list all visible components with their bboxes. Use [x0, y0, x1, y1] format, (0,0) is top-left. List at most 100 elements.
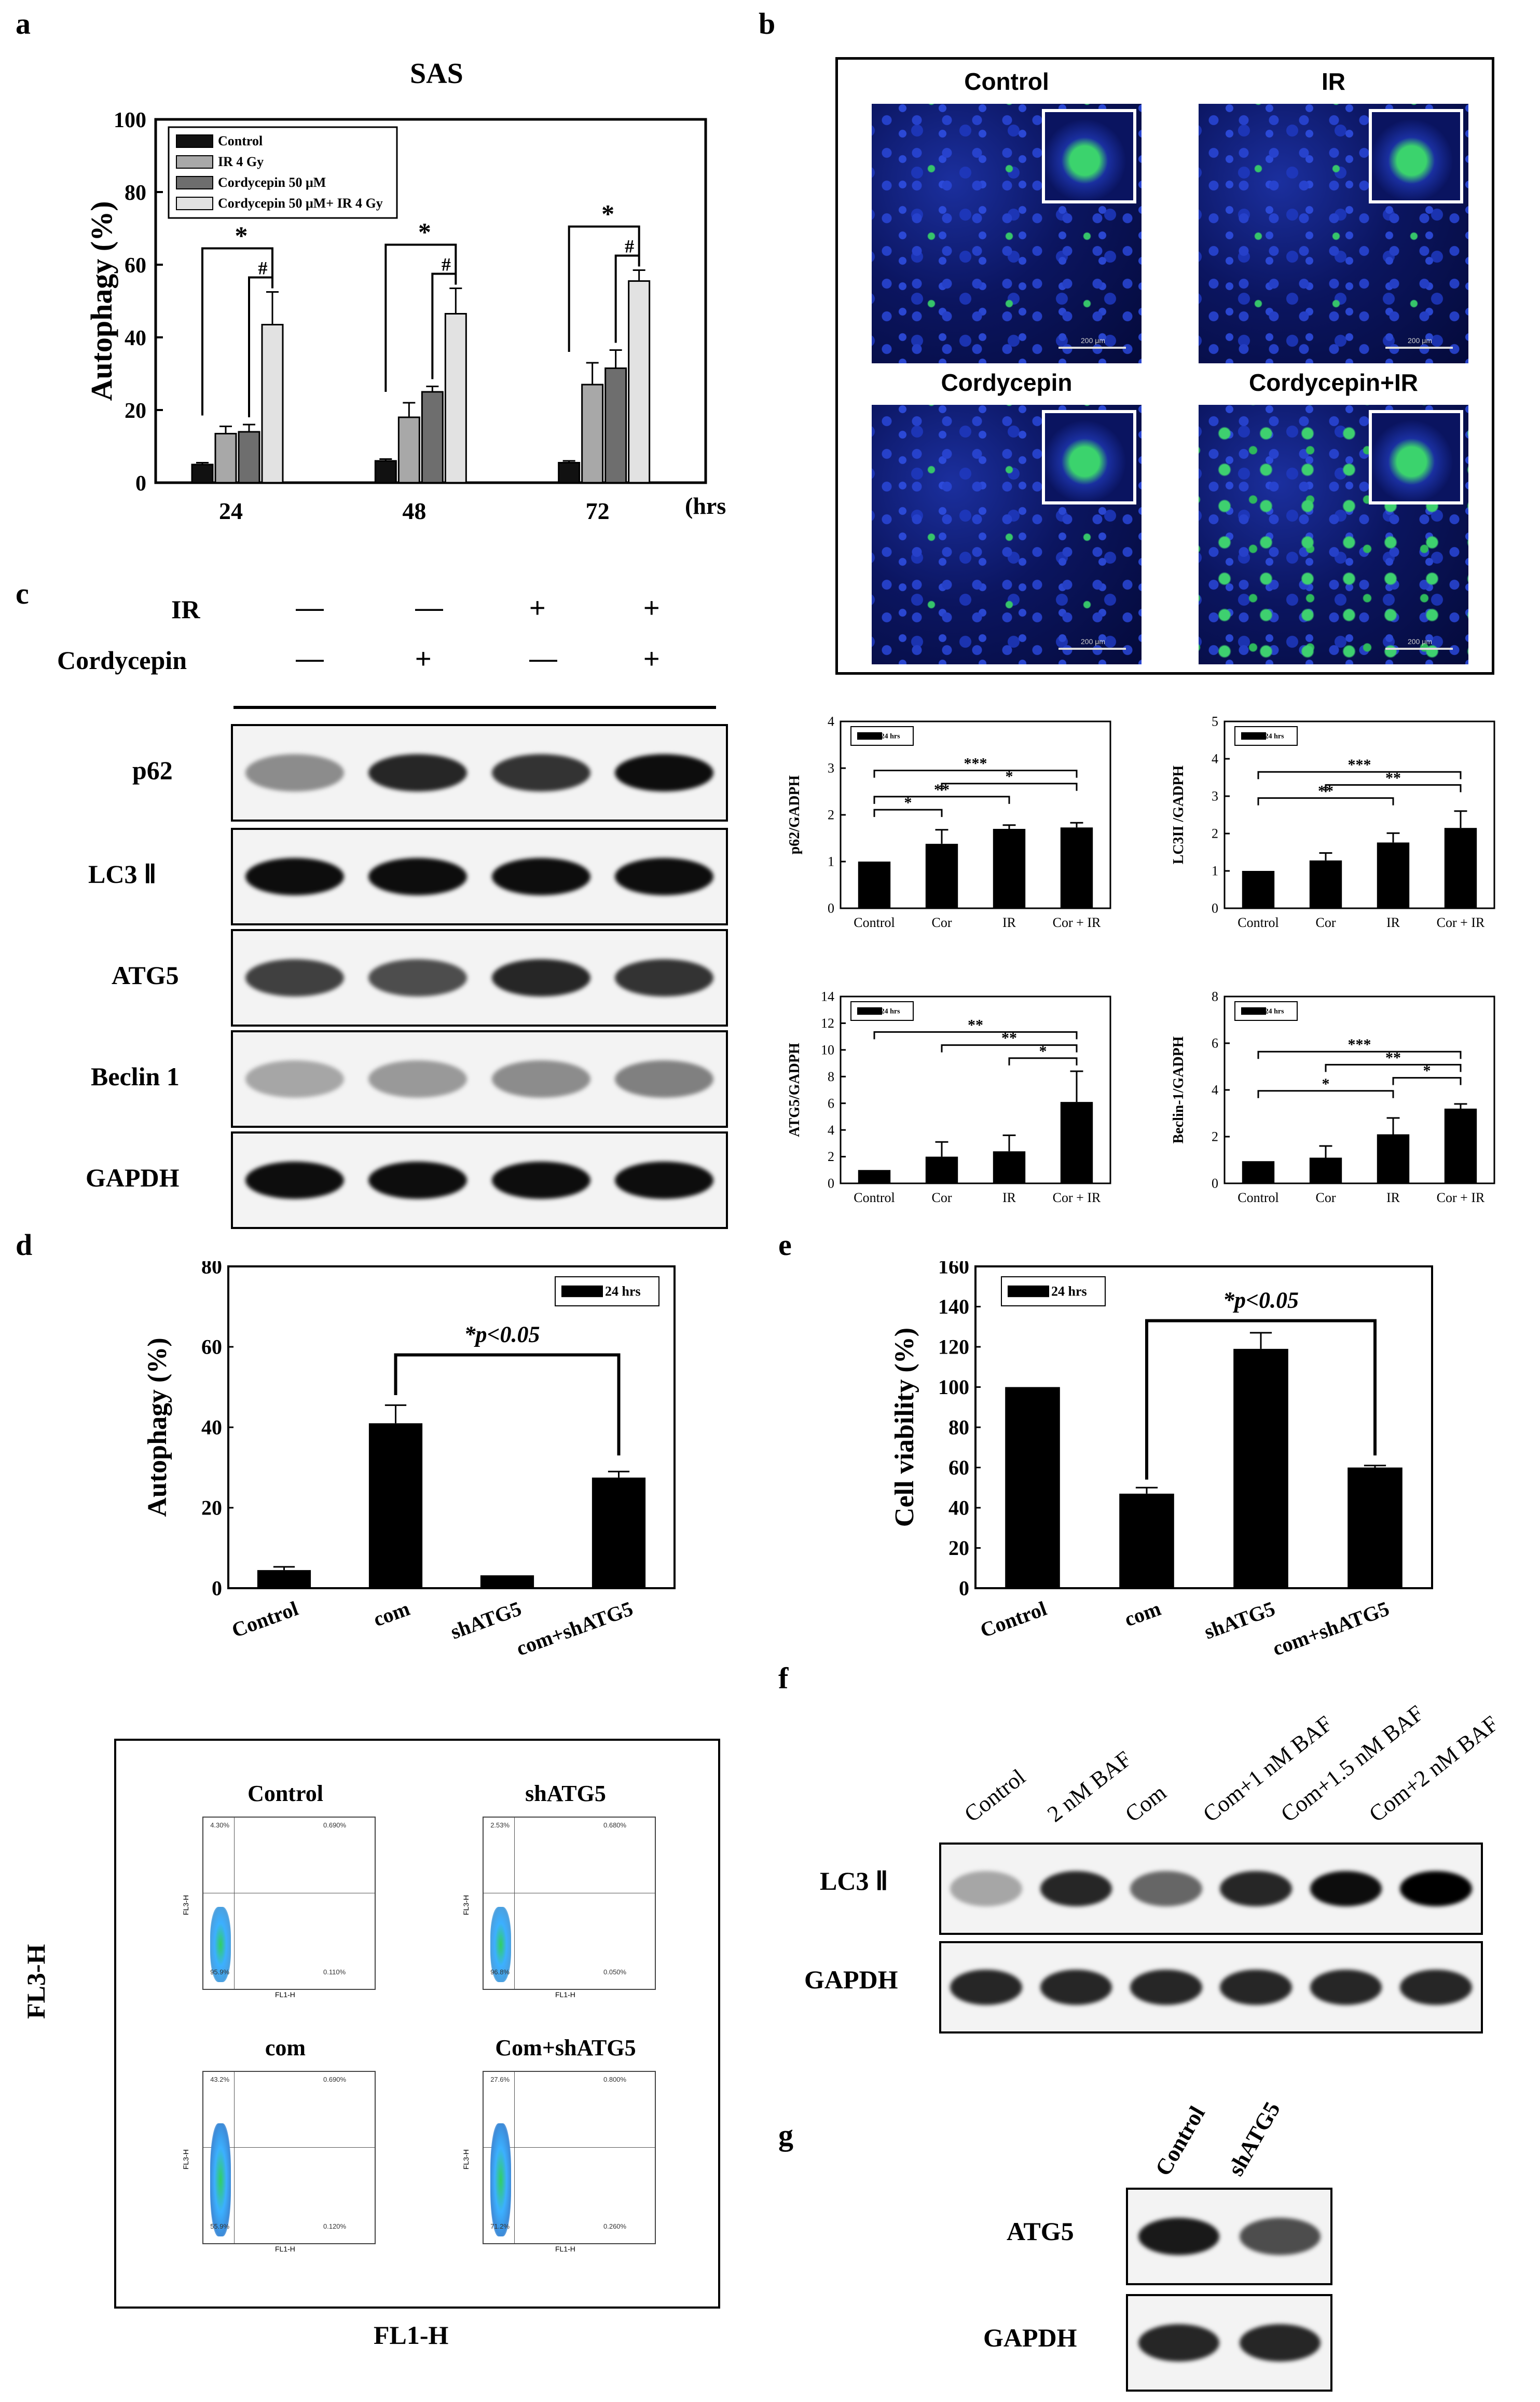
sig-star: *	[601, 199, 614, 228]
legend-label: 24 hrs	[881, 1008, 901, 1016]
band	[950, 1871, 1022, 1906]
chart-ylabel: p62/GADPH	[787, 775, 803, 855]
sig-bracket	[1257, 797, 1394, 806]
flow-title: Control	[248, 1781, 323, 1806]
treatment-sign: +	[415, 643, 432, 674]
scale-text: 200 μm	[1408, 637, 1432, 646]
ytick-label: 10	[821, 1043, 834, 1058]
legend-label: 24 hrs	[1051, 1284, 1087, 1299]
sig-stars: *	[1322, 1075, 1330, 1093]
legend-label: 24 hrs	[1265, 733, 1285, 741]
xtick-label: 48	[402, 498, 426, 524]
xtick-label: Cor + IR	[1053, 1190, 1101, 1205]
scale-text: 200 μm	[1081, 336, 1105, 345]
band	[1220, 1970, 1292, 2005]
xtick-label: Cor + IR	[1053, 915, 1101, 930]
ytick-label: 4	[1212, 752, 1218, 767]
ytick-label: 4	[1212, 1083, 1218, 1098]
scale-bar	[1385, 347, 1453, 349]
band	[1130, 1970, 1202, 2005]
sig-annotation: *p<0.05	[1223, 1288, 1299, 1313]
quadrant-value: 0.050%	[603, 1968, 627, 1976]
xtick-label: IR	[1386, 915, 1400, 930]
bar	[421, 391, 444, 484]
sig-bracket	[1145, 1319, 1377, 1480]
ytick-label: 12	[821, 1016, 834, 1031]
xtick-label: Control	[854, 915, 895, 930]
bar	[1377, 1134, 1410, 1183]
treatment-label: IR	[171, 595, 200, 624]
sig-bracket	[873, 1031, 1078, 1040]
legend-label: 24 hrs	[605, 1284, 641, 1299]
band	[245, 1060, 344, 1098]
ytick-label: 60	[125, 254, 146, 278]
xtick-label: Cor + IR	[1437, 915, 1485, 930]
cell-cloud	[210, 1906, 231, 1982]
legend-swatch	[176, 197, 213, 210]
sig-bracket	[1392, 1077, 1462, 1085]
bar	[858, 1170, 891, 1183]
legend-swatch	[857, 732, 882, 740]
panel-label-b: b	[759, 7, 776, 40]
bar	[374, 460, 397, 484]
band	[368, 959, 468, 997]
sig-bracket	[1257, 1050, 1462, 1059]
ytick-label: 4	[828, 1123, 834, 1138]
ytick-label: 4	[828, 714, 834, 729]
band	[491, 1060, 590, 1098]
bar	[858, 862, 891, 908]
sig-bracket	[201, 247, 273, 416]
xtick-label: shATG5	[447, 1596, 524, 1644]
band	[245, 1162, 344, 1199]
ytick-label: 0	[828, 1176, 834, 1191]
blot-strip	[1126, 2294, 1332, 2392]
sig-bracket	[941, 1044, 1078, 1053]
flow-axis-x: FL1-H	[275, 2245, 295, 2253]
bar	[1444, 1109, 1477, 1183]
bar	[480, 1575, 534, 1588]
panel-label-c: c	[16, 577, 29, 610]
ytick-label: 0	[828, 901, 834, 916]
lane-label: Com+1.5 nM BAF	[1276, 1700, 1428, 1827]
xtick-label: Cor	[1316, 915, 1336, 930]
band	[491, 959, 590, 997]
xtick-label: Cor	[932, 915, 952, 930]
micro-image: 200 μm	[1199, 104, 1468, 363]
xtick-label: IR	[1386, 1190, 1400, 1205]
quadrant-value: 0.680%	[603, 1821, 627, 1829]
quadrant-value: 0.260%	[603, 2222, 627, 2231]
bar	[628, 280, 651, 484]
scale-text: 200 μm	[1081, 637, 1105, 646]
chart-ylabel: LC3II /GADPH	[1171, 765, 1187, 864]
bar	[925, 843, 958, 908]
sig-bracket	[1008, 1057, 1078, 1066]
quadrant-value: 0.120%	[323, 2222, 347, 2231]
flow-title: Com+shATG5	[495, 2035, 636, 2060]
quadrant-value: 95.9%	[210, 1968, 230, 1976]
ytick-label: 140	[938, 1295, 969, 1318]
bar	[1119, 1493, 1174, 1588]
legend-swatch	[1241, 1007, 1266, 1015]
gate-v	[234, 2072, 235, 2243]
ytick-label: 60	[948, 1456, 969, 1479]
chart-a-xlabel: (hrs)	[685, 493, 726, 519]
blot-row-label: GAPDH	[804, 1965, 898, 1994]
flow-title: shATG5	[525, 1781, 606, 1806]
treatment-sign: —	[296, 643, 324, 674]
flow-axis-y: FL3-H	[182, 1895, 190, 1915]
band	[615, 1162, 714, 1199]
ytick-label: 2	[1212, 826, 1218, 841]
blot-row-label: ATG5	[112, 961, 179, 990]
sig-stars: ***	[964, 755, 987, 772]
bar	[1005, 1387, 1060, 1588]
ytick-label: 8	[828, 1069, 834, 1084]
sig-bracket	[873, 809, 943, 817]
legend-label: Cordycepin 50 μM+ IR 4 Gy	[218, 196, 383, 211]
sig-bracket	[1325, 1063, 1462, 1072]
ytick-label: 160	[938, 1261, 969, 1278]
legend-label: Control	[218, 133, 263, 148]
lane-label: Com	[1120, 1779, 1171, 1827]
ytick-label: 0	[135, 472, 146, 496]
gate-v	[514, 2072, 515, 2243]
band	[1310, 1970, 1382, 2005]
